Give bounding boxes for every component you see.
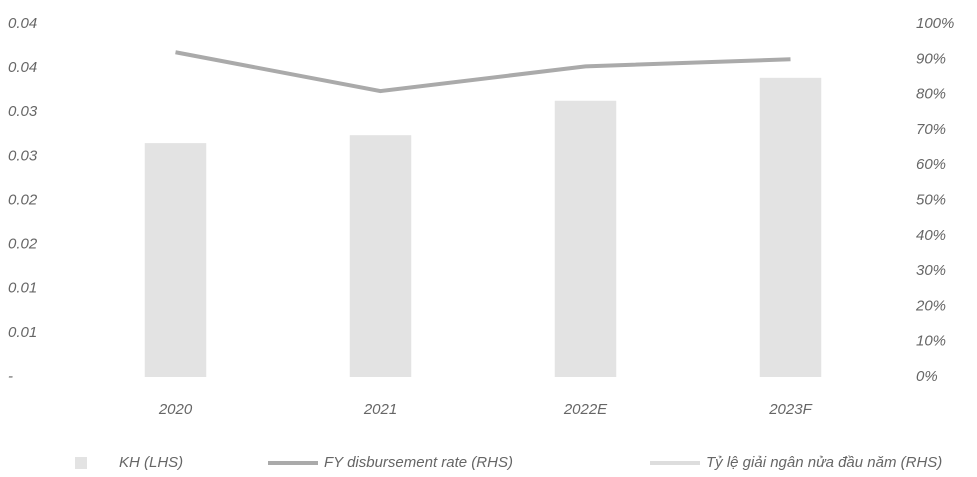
bar (144, 143, 207, 377)
y2-tick-label: 50% (916, 191, 946, 208)
y2-tick-label: 100% (916, 15, 954, 32)
y-tick-label: - (8, 368, 13, 385)
y-tick-label: 0.02 (8, 236, 38, 253)
bar (349, 135, 412, 377)
y2-tick-label: 90% (916, 50, 946, 67)
x-tick-label: 2021 (363, 401, 397, 418)
x-tick-label: 2020 (158, 401, 193, 418)
y2-tick-label: 70% (916, 121, 946, 138)
y2-tick-label: 80% (916, 86, 946, 103)
x-tick-label: 2022E (563, 401, 608, 418)
y-tick-label: 0.01 (8, 280, 37, 297)
legend-label: KH (LHS) (119, 454, 183, 471)
y2-tick-label: 60% (916, 156, 946, 173)
y-tick-label: 0.02 (8, 191, 38, 208)
y2-tick-label: 10% (916, 333, 946, 350)
y-tick-label: 0.03 (8, 103, 38, 120)
bar (759, 77, 822, 378)
y2-tick-label: 30% (916, 262, 946, 279)
bar (554, 100, 617, 377)
y2-tick-label: 0% (916, 368, 938, 385)
legend-marker (75, 457, 87, 469)
y-tick-label: 0.01 (8, 324, 37, 341)
x-tick-label: 2023F (768, 401, 812, 418)
y-tick-label: 0.04 (8, 15, 37, 32)
line (175, 50, 791, 94)
y2-tick-label: 20% (915, 297, 946, 314)
y2-tick-label: 40% (916, 227, 946, 244)
legend-label: Tỷ lệ giải ngân nửa đầu năm (RHS) (706, 454, 942, 471)
y-tick-label: 0.04 (8, 59, 37, 76)
legend-label: FY disbursement rate (RHS) (324, 454, 513, 471)
y-tick-label: 0.03 (8, 147, 38, 164)
